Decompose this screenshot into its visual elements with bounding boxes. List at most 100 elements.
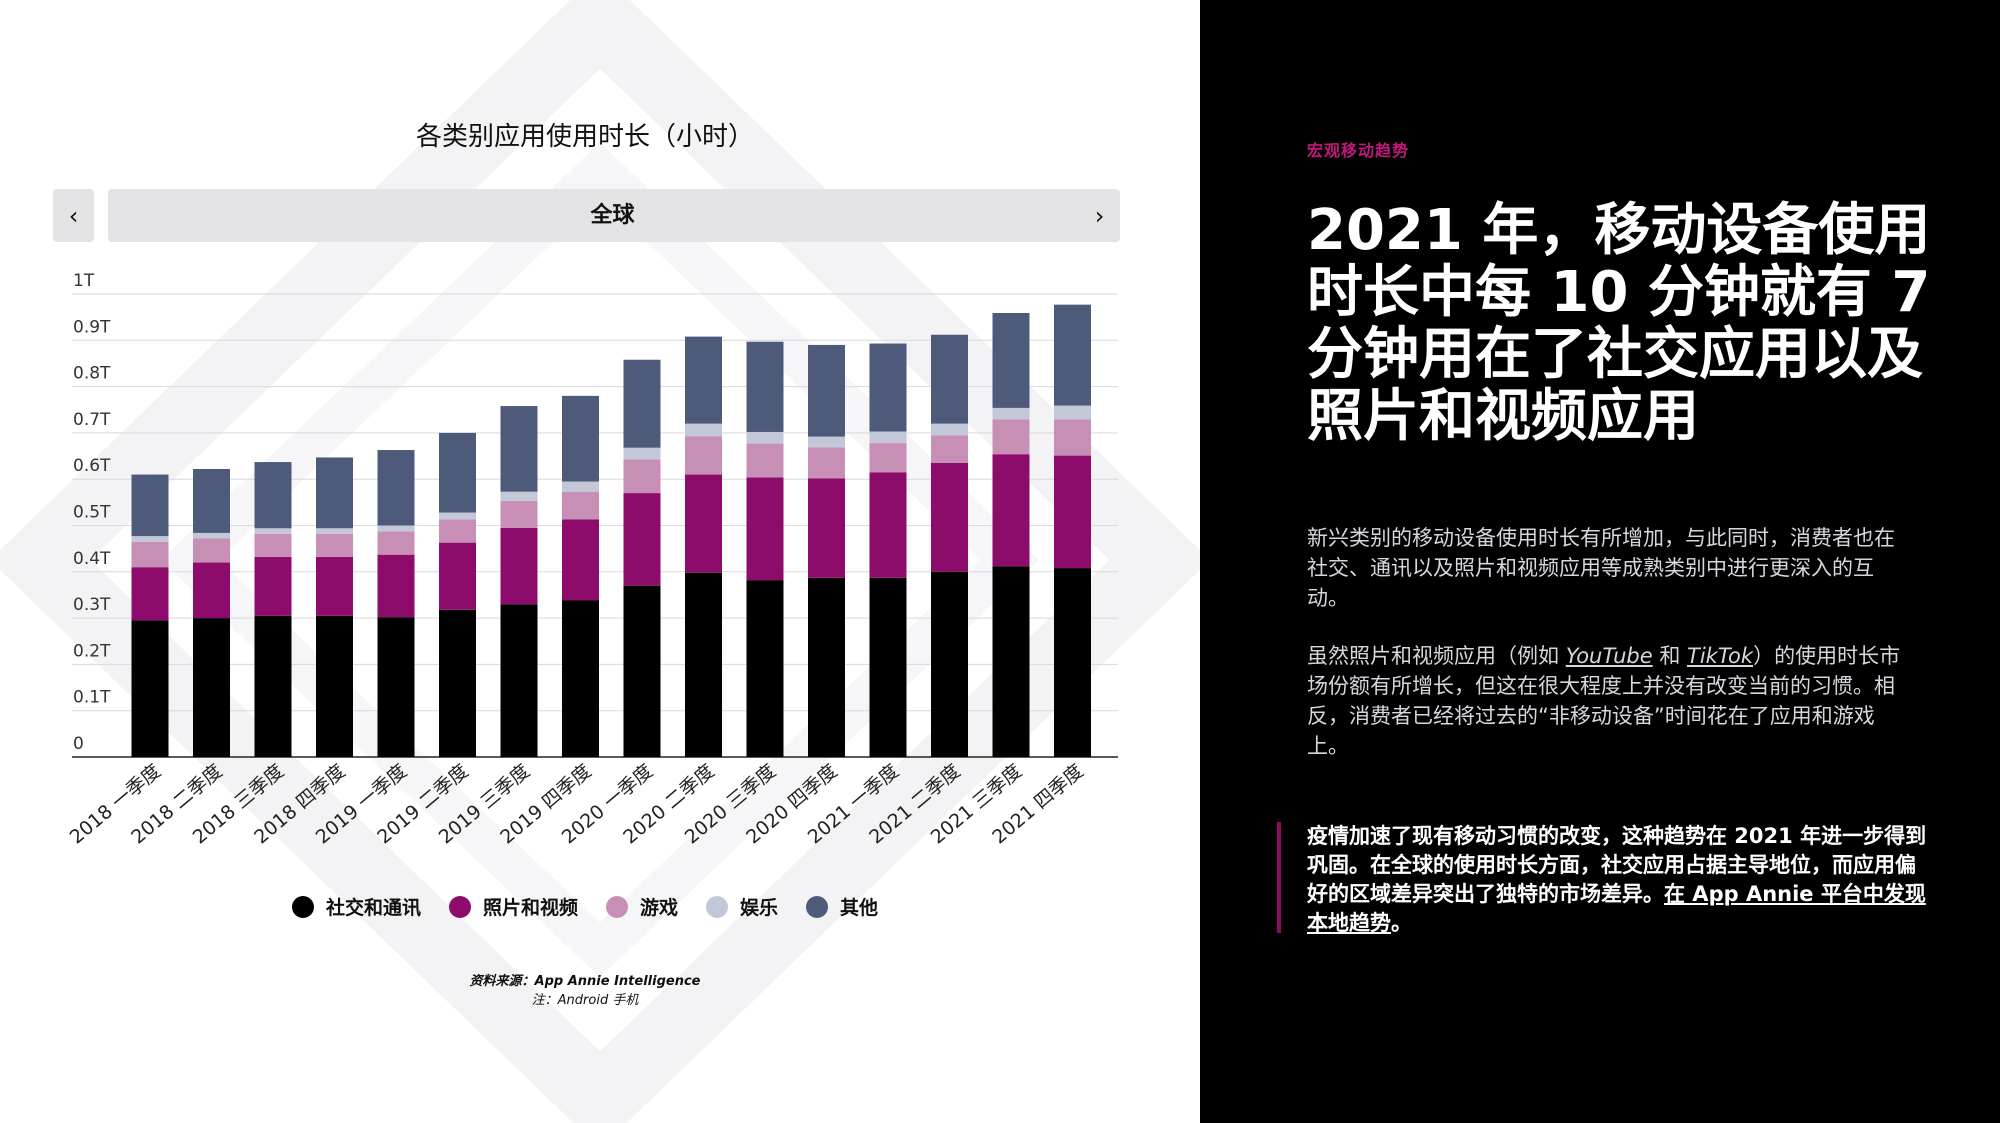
source-note: 资料来源：App Annie Intelligence 注：Android 手机: [0, 972, 1170, 1010]
bar-segment: [439, 609, 476, 757]
bar-segment: [623, 459, 661, 494]
bar-segment: [931, 462, 968, 572]
bar-segment: [500, 604, 538, 757]
y-tick-label: 0.5T: [73, 503, 111, 523]
y-tick-label: 0.3T: [73, 595, 111, 615]
bar-segment: [931, 435, 968, 463]
legend-swatch: [605, 895, 628, 918]
legend-label: 游戏: [639, 897, 678, 919]
y-tick-label: 0.1T: [73, 688, 111, 708]
bar-segment: [869, 472, 907, 578]
highlight-quote: 疫情加速了现有移动习惯的改变，这种趋势在 2021 年进一步得到巩固。在全球的使…: [1307, 822, 1927, 938]
legend-label: 其他: [840, 897, 879, 919]
bar-segment: [439, 542, 476, 610]
bar-segment: [377, 531, 415, 555]
bar-segment: [131, 620, 169, 757]
bar-segment: [254, 528, 292, 534]
bar-segment: [377, 450, 415, 526]
bar-segment: [316, 528, 353, 534]
bar-segment: [562, 519, 599, 601]
bar-segment: [254, 556, 292, 616]
bar-segment: [1054, 304, 1091, 406]
chart-title: 各类别应用使用时长（小时）: [415, 122, 754, 152]
bar-segment: [500, 406, 538, 492]
bar-segment: [623, 447, 661, 460]
y-tick-label: 1T: [73, 271, 95, 291]
y-tick-label: 0.7T: [73, 410, 111, 430]
bar-segment: [808, 447, 845, 479]
y-tick-label: 0: [73, 734, 84, 754]
chevron-left-icon: ‹: [68, 201, 79, 230]
bar-segment: [254, 462, 292, 529]
bar-segment: [193, 562, 230, 619]
bar-segment: [562, 600, 599, 757]
region-dropdown[interactable]: 全球 ⌄: [108, 189, 1117, 242]
legend-swatch: [806, 895, 829, 918]
bar-segment: [131, 541, 169, 568]
previous-region-button[interactable]: ‹: [53, 189, 94, 242]
bar-segment: [500, 500, 538, 528]
bar-segment: [746, 341, 784, 432]
bar-segment: [562, 491, 599, 520]
bar-segment: [869, 443, 907, 473]
legend-label: 娱乐: [740, 897, 779, 919]
bar-segment: [377, 525, 415, 532]
bar-segment: [439, 512, 476, 520]
bar-segment: [193, 532, 230, 539]
legend-label: 照片和视频: [482, 897, 578, 919]
bar-segment: [869, 343, 907, 432]
bar-segment: [808, 478, 845, 578]
bar-segment: [439, 432, 476, 513]
bar-segment: [193, 538, 230, 563]
y-tick-label: 0.9T: [73, 317, 111, 337]
y-tick-label: 0.2T: [73, 641, 111, 661]
next-region-button[interactable]: ›: [1079, 189, 1120, 242]
bar-segment: [500, 491, 538, 501]
bar-segment: [746, 443, 784, 478]
bar-segment: [562, 395, 599, 482]
quote-text: 疫情加速了现有移动习惯的改变，这种趋势在 2021 年进一步得到巩固。在全球的使…: [1307, 824, 1927, 906]
quote-accent-bar: [1277, 822, 1281, 933]
bar-segment: [316, 457, 353, 529]
local-trends-link[interactable]: 在 App Annie 平台中发现本地趋势: [1307, 882, 1926, 935]
bar-segment: [131, 536, 169, 542]
chart-legend: 社交和通讯 照片和视频 游戏 娱乐 其他: [0, 893, 1170, 920]
headline: 2021 年，移动设备使用时长中每 10 分钟就有 7 分钟用在了社交应用以及照…: [1307, 198, 1931, 449]
youtube-link[interactable]: YouTube: [1565, 644, 1653, 668]
bar-segment: [746, 477, 784, 581]
bar-segment: [439, 519, 476, 543]
bar-segment: [931, 571, 968, 757]
bar-segment: [316, 556, 353, 616]
bar-segment: [500, 527, 538, 605]
body-paragraph-2: 虽然照片和视频应用（例如 YouTube 和 TikTok）的使用时长市场份额有…: [1307, 641, 1907, 761]
bar-segment: [1054, 455, 1091, 569]
bar-segment: [623, 585, 661, 757]
bar-segment: [1054, 419, 1091, 456]
legend-item: 其他: [806, 893, 878, 920]
bar-segment: [992, 566, 1030, 757]
source-line: 资料来源：App Annie Intelligence: [469, 974, 701, 989]
source-footnote: 注：Android 手机: [531, 993, 639, 1008]
bar-segment: [685, 572, 722, 757]
legend-swatch: [706, 895, 728, 918]
bar-segment: [562, 481, 599, 492]
legend-item: 照片和视频: [448, 893, 578, 920]
bar-segment: [131, 567, 169, 621]
y-tick-label: 0.8T: [73, 364, 111, 384]
tiktok-link[interactable]: TikTok: [1687, 644, 1754, 668]
legend-item: 游戏: [605, 893, 678, 920]
stacked-bar-chart: 00.1T0.2T0.3T0.4T0.5T0.6T0.7T0.8T0.9T1T …: [66, 271, 1118, 848]
bar-segment: [931, 423, 968, 436]
bar-segment: [131, 474, 169, 537]
bar-segment: [808, 436, 845, 448]
bar-segment: [746, 431, 784, 444]
bar-segment: [808, 577, 845, 757]
para2-mid: 和: [1652, 644, 1687, 668]
bar-segment: [685, 336, 722, 424]
bar-segment: [685, 474, 722, 573]
bar-segment: [1054, 405, 1091, 420]
chevron-right-icon: ›: [1094, 201, 1105, 230]
bar-segment: [377, 554, 415, 618]
bar-segment: [623, 493, 661, 586]
legend-item: 娱乐: [706, 893, 778, 920]
